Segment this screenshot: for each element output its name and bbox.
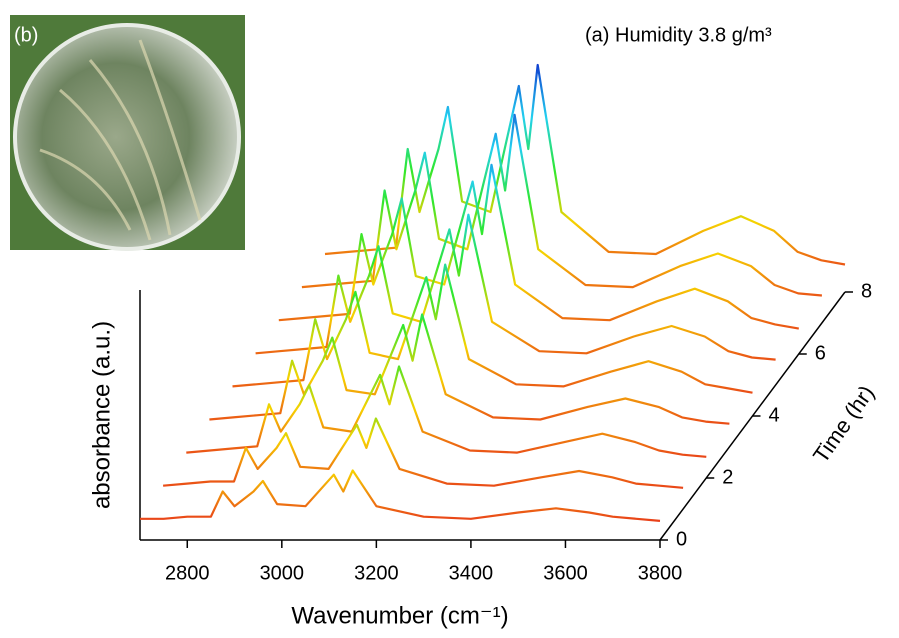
spectrum-line bbox=[140, 469, 661, 522]
z-tick-label: 2 bbox=[722, 466, 733, 488]
x-tick-label: 3800 bbox=[638, 562, 683, 584]
grass-fibers bbox=[39, 39, 202, 241]
x-tick-label: 3000 bbox=[260, 562, 305, 584]
photo-inset: (b) bbox=[10, 15, 245, 251]
x-tick-label: 3200 bbox=[354, 562, 399, 584]
z-tick-label: 8 bbox=[861, 280, 872, 302]
x-tick-label: 2800 bbox=[165, 562, 210, 584]
y-axis-label: absorbance (a.u.) bbox=[88, 321, 115, 509]
z-tick-label: 0 bbox=[676, 528, 687, 550]
x-tick-label: 3600 bbox=[543, 562, 588, 584]
x-tick-label: 3400 bbox=[449, 562, 494, 584]
spectrum-line bbox=[255, 213, 776, 361]
spectrum-line bbox=[163, 417, 684, 489]
z-axis-label: Time (hr) bbox=[808, 381, 879, 468]
chart-title: (a) Humidity 3.8 g/m³ bbox=[585, 24, 772, 46]
spectrum-line bbox=[186, 365, 707, 458]
spectrum-line bbox=[301, 113, 822, 297]
spectrum-line bbox=[324, 63, 846, 266]
z-tick-label: 6 bbox=[815, 342, 826, 364]
petri-dish bbox=[13, 23, 241, 251]
spectrum-line bbox=[278, 163, 799, 330]
spectrum-line bbox=[209, 313, 730, 425]
z-tick-label: 4 bbox=[769, 404, 780, 426]
spectrum-line bbox=[232, 263, 753, 394]
inset-label: (b) bbox=[14, 24, 38, 46]
x-axis-label: Wavenumber (cm⁻¹) bbox=[291, 602, 508, 629]
